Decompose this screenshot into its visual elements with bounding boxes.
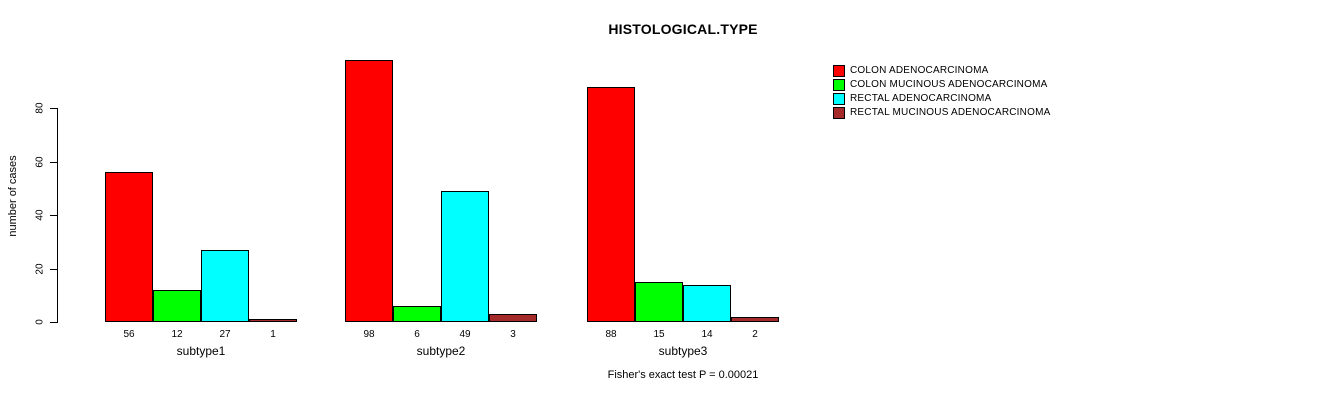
bar-value-label: 14 [701, 329, 713, 340]
legend-swatch [833, 107, 845, 119]
legend-swatch [833, 65, 845, 77]
legend-swatch [833, 79, 845, 91]
bar-value-label: 3 [510, 329, 516, 340]
bar-value-label: 56 [123, 329, 135, 340]
y-tick-label: 80 [34, 102, 46, 114]
category-label-subtype1: subtype1 [176, 344, 226, 358]
bar-value-label: 49 [459, 329, 471, 340]
bar-subtype1-series4 [249, 319, 297, 322]
y-tick-label: 40 [34, 209, 46, 221]
legend-label: RECTAL MUCINOUS ADENOCARCINOMA [850, 107, 1051, 118]
legend-label: COLON ADENOCARCINOMA [850, 65, 989, 76]
bar-subtype1-series1 [105, 172, 153, 322]
chart-title: HISTOLOGICAL.TYPE [608, 21, 758, 37]
bar-value-label: 6 [414, 329, 420, 340]
bar-value-label: 2 [752, 329, 758, 340]
legend-label: RECTAL ADENOCARCINOMA [850, 93, 992, 104]
y-tick-label: 60 [34, 156, 46, 168]
y-axis-tick [50, 108, 57, 109]
bar-subtype2-series2 [393, 306, 441, 322]
category-label-subtype3: subtype3 [658, 344, 708, 358]
bar-subtype3-series4 [731, 317, 779, 322]
bar-subtype1-series3 [201, 250, 249, 322]
y-axis-label: number of cases [7, 155, 19, 237]
y-axis-tick [50, 162, 57, 163]
y-tick-label: 0 [34, 319, 46, 325]
annotation-text: Fisher's exact test P = 0.00021 [607, 369, 759, 381]
bar-value-label: 1 [270, 329, 276, 340]
bar-value-label: 98 [363, 329, 375, 340]
bar-subtype1-series2 [153, 290, 201, 322]
bar-subtype2-series4 [489, 314, 537, 322]
bar-subtype3-series1 [587, 87, 635, 322]
legend-swatch [833, 93, 845, 105]
y-axis-tick [50, 322, 57, 323]
y-axis-tick [50, 215, 57, 216]
legend-label: COLON MUCINOUS ADENOCARCINOMA [850, 79, 1048, 90]
y-tick-label: 20 [34, 263, 46, 275]
bar-value-label: 27 [219, 329, 231, 340]
bar-value-label: 15 [653, 329, 665, 340]
bar-value-label: 88 [605, 329, 617, 340]
bar-value-label: 12 [171, 329, 183, 340]
bar-subtype2-series3 [441, 191, 489, 322]
y-axis-line [57, 108, 58, 323]
category-label-subtype2: subtype2 [416, 344, 466, 358]
bar-subtype3-series2 [635, 282, 683, 322]
bar-subtype3-series3 [683, 285, 731, 322]
y-axis-tick [50, 269, 57, 270]
bar-subtype2-series1 [345, 60, 393, 322]
